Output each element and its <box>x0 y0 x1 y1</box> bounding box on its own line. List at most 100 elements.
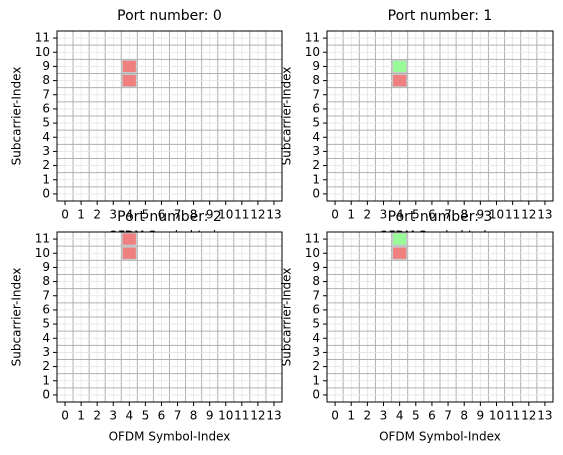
x-axis-label: OFDM Symbol-Index <box>109 430 231 444</box>
y-tick-label: 10 <box>35 45 50 59</box>
x-tick-label: 3 <box>109 208 117 222</box>
y-tick-label: 0 <box>312 387 320 401</box>
y-tick-label: 3 <box>312 345 320 359</box>
y-tick-label: 5 <box>42 116 50 130</box>
y-tick-label: 5 <box>312 317 320 331</box>
cell <box>121 246 137 260</box>
x-tick-label: 7 <box>444 208 452 222</box>
y-axis-label: Subcarrier-Index <box>280 67 294 166</box>
y-tick-label: 2 <box>42 158 50 172</box>
cell <box>121 74 137 88</box>
x-tick-label: 5 <box>412 409 420 423</box>
x-tick-label: 9 <box>477 409 485 423</box>
y-tick-label: 8 <box>42 73 50 87</box>
y-tick-label: 10 <box>305 45 320 59</box>
cell <box>392 59 408 73</box>
y-tick-label: 7 <box>312 87 320 101</box>
x-tick-label: 10 <box>218 409 233 423</box>
cell <box>121 232 137 246</box>
cell <box>392 246 408 260</box>
x-tick-label: 5 <box>412 208 420 222</box>
x-tick-label: 1 <box>77 208 85 222</box>
y-tick-label: 9 <box>42 59 50 73</box>
y-tick-label: 1 <box>312 373 320 387</box>
y-tick-label: 6 <box>42 302 50 316</box>
chart-title: Port number: 3 <box>388 209 493 225</box>
x-tick-label: 13 <box>537 409 552 423</box>
x-tick-label: 4 <box>396 409 404 423</box>
axes-frame <box>326 30 554 202</box>
y-tick-label: 0 <box>312 186 320 200</box>
y-tick-label: 9 <box>312 260 320 274</box>
x-tick-label: 10 <box>489 208 504 222</box>
axes-frame <box>56 231 283 403</box>
y-tick-label: 10 <box>305 246 320 260</box>
y-tick-label: 2 <box>312 359 320 373</box>
x-tick-label: 0 <box>61 208 69 222</box>
x-tick-label: 3 <box>109 409 117 423</box>
x-tick-label: 12 <box>521 208 536 222</box>
y-tick-label: 3 <box>42 345 50 359</box>
x-tick-label: 6 <box>428 409 436 423</box>
cell <box>392 74 408 88</box>
y-tick-label: 3 <box>42 144 50 158</box>
cell <box>121 59 137 73</box>
x-tick-label: 0 <box>331 208 339 222</box>
x-tick-label: 8 <box>460 208 468 222</box>
y-tick-label: 10 <box>35 246 50 260</box>
x-tick-label: 1 <box>347 409 355 423</box>
x-tick-label: 1 <box>347 208 355 222</box>
y-tick-label: 7 <box>312 288 320 302</box>
x-tick-label: 4 <box>126 208 134 222</box>
x-tick-label: 4 <box>396 208 404 222</box>
y-tick-label: 6 <box>312 101 320 115</box>
x-tick-label: 2 <box>93 208 101 222</box>
x-tick-label: 6 <box>158 208 166 222</box>
x-tick-label: 6 <box>158 409 166 423</box>
y-tick-label: 9 <box>42 260 50 274</box>
x-tick-label: 8 <box>190 409 198 423</box>
x-tick-label: 5 <box>142 409 150 423</box>
chart-title: Port number: 2 <box>117 209 222 225</box>
chart-title: Port number: 1 <box>388 8 493 24</box>
y-tick-label: 9 <box>312 59 320 73</box>
x-tick-label: 12 <box>250 208 265 222</box>
y-tick-label: 6 <box>312 302 320 316</box>
y-tick-label: 8 <box>42 274 50 288</box>
x-tick-label: 8 <box>460 409 468 423</box>
y-tick-label: 11 <box>305 232 320 246</box>
y-tick-label: 11 <box>35 31 50 45</box>
y-tick-label: 7 <box>42 87 50 101</box>
y-tick-label: 0 <box>42 186 50 200</box>
x-tick-label: 13 <box>266 409 281 423</box>
y-tick-label: 5 <box>312 116 320 130</box>
y-axis-label: Subcarrier-Index <box>10 268 24 367</box>
y-tick-label: 4 <box>312 331 320 345</box>
x-tick-label: 9 <box>206 208 214 222</box>
y-tick-label: 5 <box>42 317 50 331</box>
x-axis-label: OFDM Symbol-Index <box>379 430 501 444</box>
x-tick-label: 12 <box>250 409 265 423</box>
axes-frame <box>56 30 283 202</box>
x-tick-label: 2 <box>364 208 372 222</box>
x-tick-label: 1 <box>77 409 85 423</box>
y-tick-label: 2 <box>312 158 320 172</box>
y-tick-label: 7 <box>42 288 50 302</box>
x-tick-label: 5 <box>142 208 150 222</box>
x-tick-label: 7 <box>444 409 452 423</box>
chart-title: Port number: 0 <box>117 8 222 24</box>
y-axis-label: Subcarrier-Index <box>280 268 294 367</box>
y-tick-label: 8 <box>312 274 320 288</box>
y-tick-label: 0 <box>42 387 50 401</box>
y-tick-label: 6 <box>42 101 50 115</box>
x-tick-label: 11 <box>505 208 520 222</box>
x-tick-label: 0 <box>61 409 69 423</box>
y-tick-label: 4 <box>42 130 50 144</box>
x-tick-label: 2 <box>93 409 101 423</box>
x-tick-label: 10 <box>218 208 233 222</box>
x-tick-label: 13 <box>537 208 552 222</box>
cell <box>392 232 408 246</box>
x-tick-label: 10 <box>489 409 504 423</box>
